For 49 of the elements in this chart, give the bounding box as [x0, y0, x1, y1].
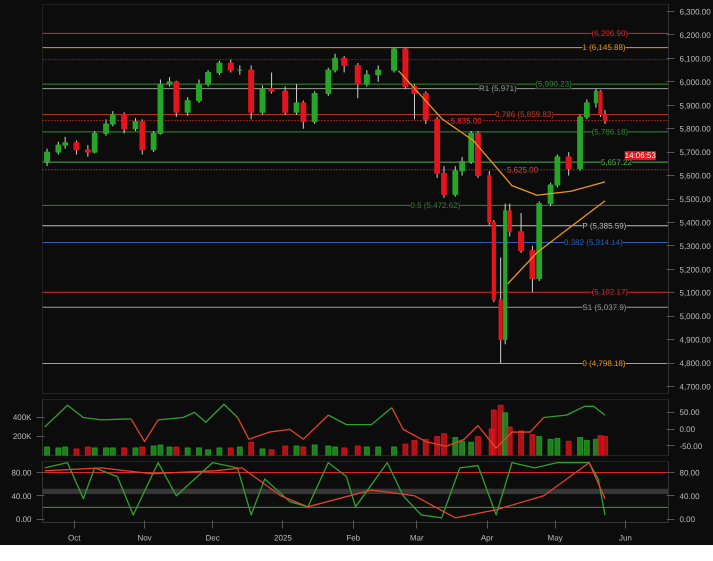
y-tick-label: 5,800.00 [680, 124, 712, 134]
x-tick-label: Jun [618, 534, 632, 542]
annotation: 14:06:53 [624, 151, 656, 160]
y-tick-label: 4,900.00 [680, 336, 712, 345]
y-tick-label: 80.00 [11, 468, 32, 478]
ref-line-label: S1 (5,037.9) [582, 302, 627, 312]
x-tick-label: 2025 [274, 534, 292, 542]
ref-line-label: (5,786.18) [592, 127, 628, 136]
ref-line-label: 1 (6,145.88) [582, 43, 626, 52]
x-tick-label: Feb [346, 534, 361, 542]
y-tick-label: 5,900.00 [680, 101, 712, 110]
y-tick-label: 6,200.00 [680, 30, 712, 40]
ref-line-label: 0.5 (5,472.62) [410, 200, 461, 210]
y-tick-label: 0.00 [16, 515, 32, 524]
y-tick-label: 4,700.00 [680, 382, 712, 392]
ref-line-label: (5,990.23) [535, 80, 572, 89]
y-tick-label: 5,500.00 [680, 195, 712, 204]
y-tick-label: 400K [12, 413, 32, 422]
ref-line-label: 0.786 (5,859.83) [495, 110, 554, 120]
ref-line-label: R1 (5,971) [478, 84, 518, 94]
y2-tick-label: -50.00 [680, 442, 703, 451]
y2-tick-label: 50.00 [680, 408, 700, 418]
y-tick-label: 5,400.00 [680, 218, 712, 228]
y-tick-label: 200K [12, 432, 32, 442]
y-tick-label: 6,300.00 [680, 8, 712, 17]
x-tick-label: Nov [137, 534, 152, 542]
y-tick-label: 6,100.00 [680, 54, 712, 64]
ref-line-label: 0.382 (5,314.14) [564, 238, 624, 248]
x-tick-label: May [548, 534, 563, 542]
x-tick-label: Oct [68, 534, 82, 542]
y-tick-label: 6,000.00 [680, 78, 712, 87]
ref-line-label: (6,206.90) [592, 28, 628, 38]
x-tick-label: Dec [205, 534, 220, 542]
y-tick-label: 5,200.00 [680, 265, 712, 274]
ref-line-label: 0 (4,798.18) [582, 358, 626, 368]
y-tick-label: 5,600.00 [680, 172, 712, 181]
ref-line-label: 5,625.00 [506, 166, 539, 175]
x-tick-label: Apr [480, 534, 494, 542]
ref-line-label: (5,102.17) [592, 288, 628, 297]
y-tick-label: 5,700.00 [680, 148, 712, 158]
ref-line-label: P (5,385.59) [582, 221, 627, 230]
ref-line-label: 5,835.00 [450, 116, 482, 126]
y-tick-label: 4,800.00 [680, 359, 712, 368]
y-tick-label: 5,300.00 [680, 242, 712, 251]
x-tick-label: Mar [410, 534, 424, 542]
y-tick-label: 5,000.00 [680, 312, 712, 322]
y-tick-label: 40.00 [11, 492, 32, 501]
ref-line-label: 5,657.22 [600, 158, 633, 168]
y-tick-label: 5,100.00 [680, 288, 712, 298]
